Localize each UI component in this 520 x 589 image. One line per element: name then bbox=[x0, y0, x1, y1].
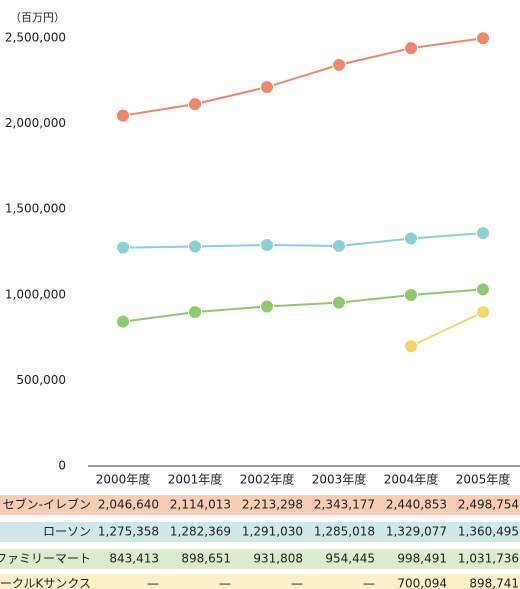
x-tick-label: 2003年度 bbox=[312, 472, 367, 487]
x-tick-label: 2004年度 bbox=[384, 472, 439, 487]
table-cell: 2,213,298 bbox=[242, 498, 303, 512]
table-cell: — bbox=[291, 577, 303, 589]
point bbox=[476, 31, 490, 46]
x-tick-label: 2000年度 bbox=[96, 472, 151, 487]
series-name: セブン-イレブン bbox=[3, 497, 91, 512]
x-tick-label: 2002年度 bbox=[240, 472, 295, 487]
series-name: サークルKサンクス bbox=[0, 577, 91, 589]
table-cell: 2,343,177 bbox=[314, 498, 375, 512]
point bbox=[476, 305, 490, 320]
point bbox=[116, 314, 130, 329]
series-line bbox=[410, 311, 484, 348]
point bbox=[188, 97, 202, 112]
table-cell: 1,291,030 bbox=[242, 525, 303, 539]
table-cell: 2,114,013 bbox=[170, 498, 231, 512]
y-tick-label: 0 bbox=[58, 459, 66, 473]
table-cell: — bbox=[363, 577, 375, 589]
point bbox=[332, 57, 346, 72]
point bbox=[260, 237, 274, 252]
y-tick-label: 2,000,000 bbox=[5, 116, 66, 130]
table-row bbox=[0, 549, 520, 569]
series-line bbox=[122, 288, 484, 323]
point bbox=[404, 41, 418, 56]
table-cell: 1,031,736 bbox=[458, 552, 519, 566]
table-cell: 898,741 bbox=[469, 577, 519, 589]
table-cell: 2,498,754 bbox=[458, 498, 519, 512]
table-row bbox=[0, 574, 520, 589]
series-line bbox=[122, 232, 484, 249]
point bbox=[404, 231, 418, 246]
point bbox=[404, 339, 418, 354]
series-name: ローソン bbox=[43, 525, 91, 539]
table-cell: 700,094 bbox=[397, 577, 447, 589]
point bbox=[116, 108, 130, 123]
point bbox=[332, 239, 346, 254]
table-cell: 998,491 bbox=[397, 552, 447, 566]
point bbox=[332, 295, 346, 310]
table-cell: 898,651 bbox=[181, 552, 231, 566]
table-cell: 2,046,640 bbox=[98, 498, 159, 512]
table-cell: 843,413 bbox=[109, 552, 159, 566]
x-tick-label: 2005年度 bbox=[456, 472, 511, 487]
table-cell: 1,282,369 bbox=[170, 525, 231, 539]
table-cell: 2,440,853 bbox=[386, 498, 447, 512]
x-tick-label: 2001年度 bbox=[168, 472, 223, 487]
table-cell: 1,329,077 bbox=[386, 525, 447, 539]
series-line bbox=[122, 37, 484, 117]
point bbox=[188, 305, 202, 320]
series-name: ファミリーマート bbox=[0, 552, 91, 566]
table-cell: — bbox=[147, 577, 159, 589]
y-tick-label: 1,500,000 bbox=[5, 202, 66, 216]
point bbox=[188, 239, 202, 254]
table-cell: 1,275,358 bbox=[98, 525, 159, 539]
point bbox=[476, 282, 490, 297]
point bbox=[260, 299, 274, 314]
table-cell: 954,445 bbox=[325, 552, 375, 566]
unit-label: （百万円） bbox=[10, 11, 65, 24]
y-tick-label: 1,000,000 bbox=[5, 287, 66, 301]
table-cell: 931,808 bbox=[253, 552, 303, 566]
point bbox=[404, 288, 418, 303]
table-cell: — bbox=[219, 577, 231, 589]
table-cell: 1,360,495 bbox=[458, 525, 519, 539]
point bbox=[476, 226, 490, 241]
table-row bbox=[0, 495, 520, 515]
point bbox=[116, 240, 130, 255]
point bbox=[260, 80, 274, 95]
y-tick-label: 500,000 bbox=[16, 373, 66, 387]
y-tick-label: 2,500,000 bbox=[5, 31, 66, 45]
table-row bbox=[0, 522, 520, 542]
table-cell: 1,285,018 bbox=[314, 525, 375, 539]
